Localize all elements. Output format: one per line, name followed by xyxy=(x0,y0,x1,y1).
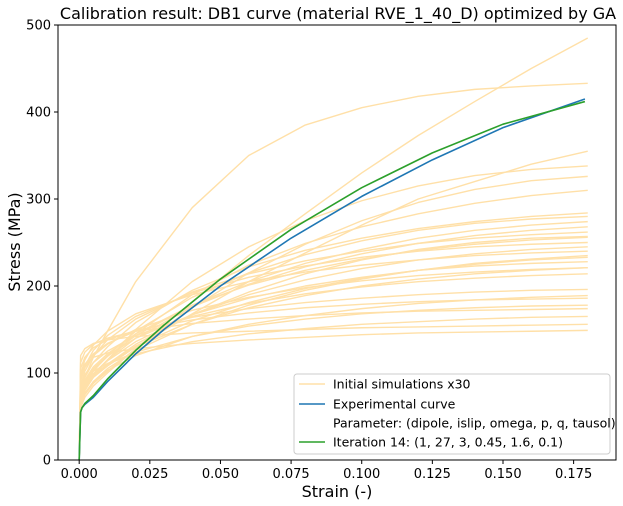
iteration-curve-line xyxy=(78,100,586,460)
initial-simulation-line-18 xyxy=(78,273,588,460)
y-tick-label: 0 xyxy=(43,454,51,469)
y-axis-label: Stress (MPa) xyxy=(5,192,24,291)
legend-label-initial: Initial simulations x30 xyxy=(333,377,471,392)
initial-simulation-line-26 xyxy=(78,329,588,460)
chart-title: Calibration result: DB1 curve (material … xyxy=(60,4,616,24)
initial-simulation-line-30 xyxy=(78,236,588,460)
initial-simulation-line-10 xyxy=(78,231,588,460)
x-tick-label: 0.150 xyxy=(484,467,521,482)
x-tick-label: 0.125 xyxy=(414,467,451,482)
legend-label-iteration: Iteration 14: (1, 27, 3, 0.45, 1.6, 0.1) xyxy=(333,435,563,450)
x-axis-ticks: 0.000 0.025 0.050 0.075 0.100 0.125 0.150 0.175 xyxy=(61,460,592,482)
initial-simulation-line-28 xyxy=(78,267,588,460)
legend-box xyxy=(293,373,611,455)
y-tick-label: 300 xyxy=(26,193,51,208)
initial-simulation-line-9 xyxy=(78,220,588,460)
x-tick-label: 0.025 xyxy=(131,467,168,482)
legend: Initial simulations x30 Experimental cur… xyxy=(293,373,616,455)
initial-simulation-line-27 xyxy=(78,256,588,460)
x-tick-label: 0.000 xyxy=(61,467,98,482)
initial-simulation-line-14 xyxy=(78,250,588,460)
y-tick-label: 100 xyxy=(26,367,51,382)
y-tick-label: 200 xyxy=(26,280,51,295)
plot-frame xyxy=(57,24,617,461)
initial-simulation-line-21 xyxy=(78,297,588,460)
x-tick-label: 0.075 xyxy=(272,467,309,482)
y-tick-label: 500 xyxy=(26,19,51,34)
x-axis-label: Strain (-) xyxy=(302,482,373,501)
initial-simulation-line-16 xyxy=(78,260,588,460)
initial-simulation-line-5 xyxy=(78,175,588,460)
plot-lines xyxy=(78,37,589,460)
legend-label-experimental: Experimental curve xyxy=(333,397,456,412)
initial-simulation-line-23 xyxy=(78,307,588,460)
legend-label-parameter: Parameter: (dipole, islip, omega, p, q, … xyxy=(333,416,616,431)
initial-simulation-line-25 xyxy=(78,323,588,460)
x-tick-label: 0.175 xyxy=(555,467,592,482)
y-tick-label: 400 xyxy=(26,106,51,121)
x-tick-label: 0.050 xyxy=(202,467,239,482)
x-tick-label: 0.100 xyxy=(343,467,380,482)
y-axis-ticks: 0 100 200 300 400 500 xyxy=(26,19,58,469)
